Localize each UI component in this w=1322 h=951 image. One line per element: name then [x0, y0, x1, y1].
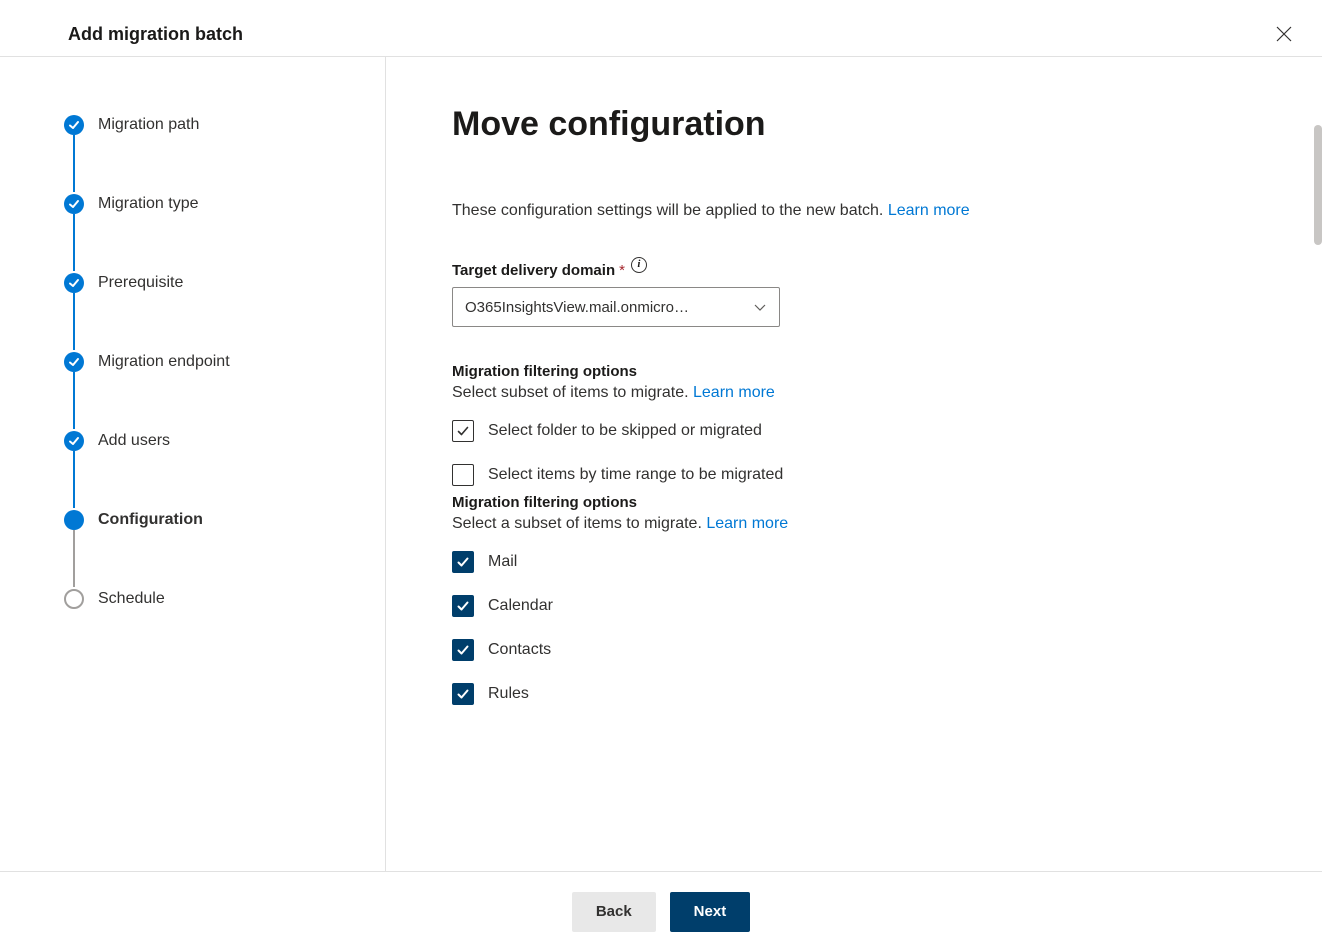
checkbox-label-mail: Mail [488, 553, 517, 571]
checkbox-folder-skip[interactable] [452, 420, 474, 442]
target-domain-label: Target delivery domain * i [452, 262, 647, 279]
checkbox-row-timerange: Select items by time range to be migrate… [452, 464, 1262, 486]
step-connector [73, 214, 75, 271]
checkbox-row-calendar: Calendar [452, 595, 1262, 617]
step-label: Migration path [98, 116, 199, 134]
filter2-sub-text: Select a subset of items to migrate. [452, 515, 706, 532]
step-pending-icon [64, 589, 84, 609]
target-domain-label-text: Target delivery domain [452, 262, 615, 279]
dialog-footer: Back Next [0, 871, 1322, 951]
learn-more-link[interactable]: Learn more [888, 202, 970, 219]
step-add-users[interactable]: Add users [64, 429, 385, 453]
wizard-steps-sidebar: Migration path Migration type Prerequisi… [0, 57, 386, 871]
step-schedule[interactable]: Schedule [64, 587, 385, 611]
checkbox-rules[interactable] [452, 683, 474, 705]
target-domain-dropdown[interactable]: O365InsightsView.mail.onmicro… [452, 287, 780, 327]
checkbox-label-time: Select items by time range to be migrate… [488, 466, 783, 484]
filter1-title: Migration filtering options [452, 363, 1262, 380]
step-label: Migration type [98, 195, 199, 213]
dropdown-value: O365InsightsView.mail.onmicro… [465, 299, 689, 316]
step-connector [73, 293, 75, 350]
step-check-icon [64, 194, 84, 214]
required-asterisk: * [619, 262, 625, 279]
checkbox-row-mail: Mail [452, 551, 1262, 573]
filter1-subtitle: Select subset of items to migrate. Learn… [452, 384, 1262, 402]
step-configuration[interactable]: Configuration [64, 508, 385, 532]
checkbox-row-rules: Rules [452, 683, 1262, 705]
checkbox-label-folder: Select folder to be skipped or migrated [488, 422, 762, 440]
step-check-icon [64, 273, 84, 293]
step-connector [73, 451, 75, 508]
filter-section-2: Migration filtering options Select a sub… [452, 494, 1262, 705]
step-connector [73, 372, 75, 429]
page-title: Move configuration [452, 105, 1262, 144]
step-migration-endpoint[interactable]: Migration endpoint [64, 350, 385, 374]
back-button[interactable]: Back [572, 892, 656, 932]
step-connector [73, 135, 75, 192]
step-prerequisite[interactable]: Prerequisite [64, 271, 385, 295]
step-check-icon [64, 431, 84, 451]
step-check-icon [64, 352, 84, 372]
step-label: Prerequisite [98, 274, 183, 292]
checkbox-row-folder: Select folder to be skipped or migrated [452, 420, 1262, 442]
main-content: Move configuration These configuration s… [386, 57, 1322, 871]
checkbox-row-contacts: Contacts [452, 639, 1262, 661]
close-icon [1275, 25, 1293, 43]
filter2-learn-more-link[interactable]: Learn more [706, 515, 788, 532]
chevron-down-icon [753, 300, 767, 314]
filter1-learn-more-link[interactable]: Learn more [693, 384, 775, 401]
dialog-header: Add migration batch [0, 0, 1322, 57]
step-connector [73, 530, 75, 587]
filter-section-1: Migration filtering options Select subse… [452, 363, 1262, 486]
scrollbar-thumb[interactable] [1314, 125, 1322, 245]
checkbox-contacts[interactable] [452, 639, 474, 661]
dialog-body: Migration path Migration type Prerequisi… [0, 57, 1322, 871]
step-label: Schedule [98, 590, 165, 608]
step-check-icon [64, 115, 84, 135]
close-button[interactable] [1272, 22, 1296, 46]
step-label: Add users [98, 432, 170, 450]
filter2-subtitle: Select a subset of items to migrate. Lea… [452, 515, 1262, 533]
step-label: Migration endpoint [98, 353, 230, 371]
next-button[interactable]: Next [670, 892, 751, 932]
checkbox-label-calendar: Calendar [488, 597, 553, 615]
info-icon[interactable]: i [631, 257, 647, 273]
filter1-sub-text: Select subset of items to migrate. [452, 384, 693, 401]
step-current-icon [64, 510, 84, 530]
checkbox-label-contacts: Contacts [488, 641, 551, 659]
intro-text-content: These configuration settings will be app… [452, 202, 888, 219]
intro-text: These configuration settings will be app… [452, 202, 1262, 220]
target-domain-field: Target delivery domain * i O365InsightsV… [452, 262, 1262, 327]
dialog-title: Add migration batch [68, 24, 243, 45]
checkbox-label-rules: Rules [488, 685, 529, 703]
checkbox-mail[interactable] [452, 551, 474, 573]
checkbox-time-range[interactable] [452, 464, 474, 486]
step-migration-path[interactable]: Migration path [64, 113, 385, 137]
filter2-title: Migration filtering options [452, 494, 1262, 511]
step-label: Configuration [98, 511, 203, 529]
step-migration-type[interactable]: Migration type [64, 192, 385, 216]
checkbox-calendar[interactable] [452, 595, 474, 617]
